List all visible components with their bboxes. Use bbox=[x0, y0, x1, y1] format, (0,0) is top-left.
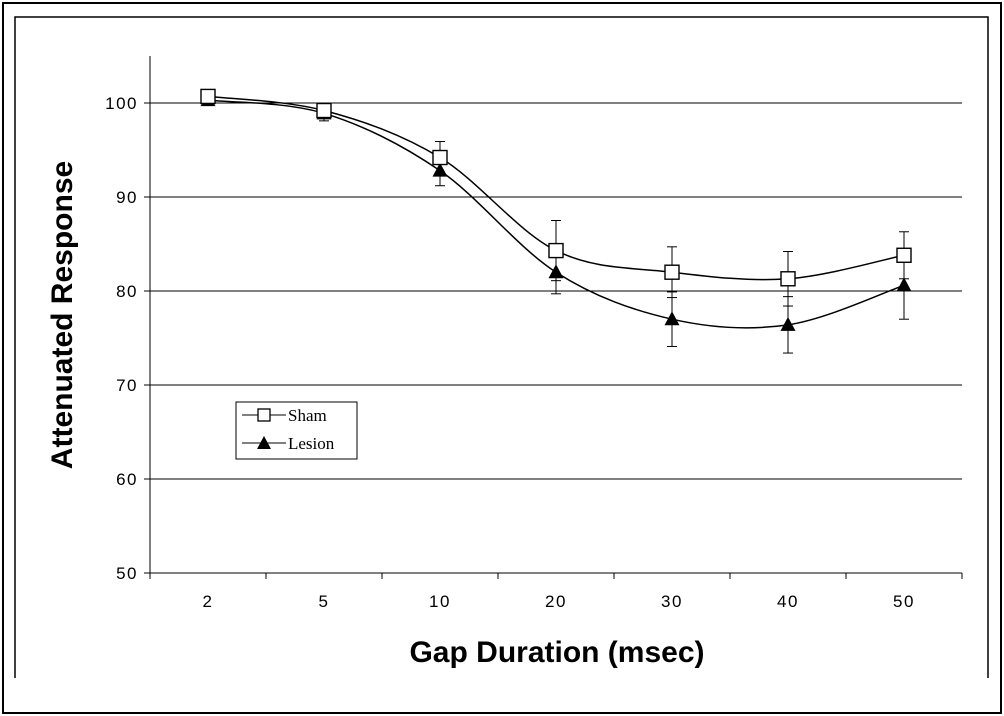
x-tick-label: 40 bbox=[777, 592, 799, 611]
plot-series bbox=[200, 88, 912, 354]
data-point-sham bbox=[548, 242, 564, 259]
y-tick-label: 80 bbox=[116, 282, 138, 301]
y-tick-label: 70 bbox=[116, 376, 138, 395]
y-axis-title: Attenuated Response bbox=[46, 161, 79, 469]
legend-label-lesion: Lesion bbox=[288, 434, 335, 453]
data-point-sham bbox=[664, 264, 680, 280]
legend-label-sham: Sham bbox=[288, 406, 327, 425]
data-point-sham bbox=[316, 102, 332, 119]
x-tick-label: 5 bbox=[319, 592, 330, 611]
series-sham bbox=[200, 88, 912, 307]
data-point-lesion bbox=[780, 316, 796, 331]
data-point-lesion bbox=[664, 311, 680, 326]
x-axis-title: Gap Duration (msec) bbox=[409, 636, 704, 669]
legend: Sham Lesion bbox=[235, 401, 358, 460]
y-tick-label: 50 bbox=[116, 564, 138, 583]
y-tick-labels: 50 60 70 80 90 100 bbox=[105, 94, 138, 583]
x-tick-labels: 2 5 10 20 30 40 50 bbox=[203, 592, 915, 611]
x-tick-label: 20 bbox=[545, 592, 567, 611]
data-point-lesion bbox=[896, 277, 912, 292]
x-tick-label: 10 bbox=[429, 592, 451, 611]
x-tick-label: 30 bbox=[661, 592, 683, 611]
data-point-sham bbox=[200, 88, 216, 105]
data-point-sham bbox=[896, 247, 912, 263]
data-point-sham bbox=[780, 271, 796, 287]
legend-box bbox=[235, 401, 358, 460]
x-tick-label: 2 bbox=[203, 592, 214, 611]
chart-area-border bbox=[14, 16, 989, 678]
data-point-sham bbox=[432, 149, 448, 166]
y-tick-label: 100 bbox=[105, 94, 138, 113]
legend-marker-sham bbox=[257, 408, 271, 422]
y-tick-label: 60 bbox=[116, 470, 138, 489]
x-tick-label: 50 bbox=[893, 592, 915, 611]
legend-marker-lesion bbox=[257, 436, 271, 449]
y-tick-label: 90 bbox=[116, 188, 138, 207]
axes bbox=[144, 56, 963, 579]
